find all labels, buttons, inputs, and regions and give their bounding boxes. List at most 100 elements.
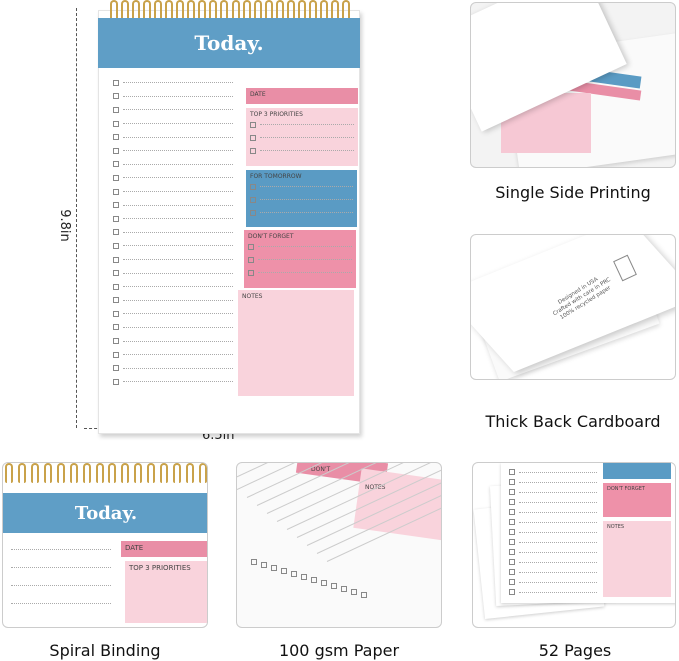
paper-line — [286, 463, 441, 530]
spiral-ring — [330, 0, 339, 20]
checklist-row — [509, 577, 597, 587]
checkbox[interactable] — [113, 256, 119, 263]
checkbox[interactable] — [113, 174, 119, 181]
write-line — [123, 150, 233, 152]
checklist-row — [509, 557, 597, 567]
checkbox — [291, 571, 297, 577]
checkbox[interactable] — [509, 489, 515, 495]
checkbox[interactable] — [250, 147, 256, 154]
checklist-row — [509, 537, 597, 547]
checkbox[interactable] — [113, 365, 119, 372]
checklist-row — [250, 180, 353, 193]
checkbox[interactable] — [113, 93, 119, 100]
spiral-ring — [56, 463, 65, 483]
checkbox[interactable] — [509, 469, 515, 475]
checklist-row — [113, 144, 233, 158]
checkbox[interactable] — [113, 338, 119, 345]
height-dimension — [76, 8, 77, 428]
checkbox[interactable] — [113, 134, 119, 141]
write-line — [123, 354, 233, 356]
checkbox[interactable] — [113, 378, 119, 385]
write-line — [123, 313, 233, 315]
spiral-binding — [110, 0, 350, 22]
checkbox[interactable] — [509, 589, 515, 595]
write-line — [260, 124, 354, 125]
checklist-row — [113, 226, 233, 240]
checkbox[interactable] — [113, 161, 119, 168]
checkbox[interactable] — [113, 79, 119, 86]
checkbox[interactable] — [250, 121, 256, 128]
checkbox[interactable] — [248, 269, 254, 276]
checklist-row — [113, 253, 233, 267]
checklist-row — [113, 76, 233, 90]
checkbox[interactable] — [113, 120, 119, 127]
write-line — [519, 591, 597, 593]
checkbox[interactable] — [509, 519, 515, 525]
checkbox — [251, 559, 257, 565]
checkbox[interactable] — [509, 569, 515, 575]
checkbox[interactable] — [113, 147, 119, 154]
checkbox[interactable] — [113, 324, 119, 331]
checkbox[interactable] — [509, 579, 515, 585]
checkbox[interactable] — [509, 549, 515, 555]
checkbox[interactable] — [509, 479, 515, 485]
checklist-row — [248, 253, 352, 266]
checkbox[interactable] — [509, 509, 515, 515]
write-line — [258, 259, 352, 260]
checklist-row — [113, 307, 233, 321]
paper-line — [316, 463, 441, 554]
checkbox[interactable] — [250, 183, 256, 190]
write-line — [123, 299, 233, 301]
checklist-row — [509, 567, 597, 577]
checkbox[interactable] — [113, 202, 119, 209]
checkbox[interactable] — [113, 270, 119, 277]
checkbox[interactable] — [113, 188, 119, 195]
checkbox[interactable] — [250, 209, 256, 216]
write-line — [519, 551, 597, 553]
spiral-ring — [69, 463, 78, 483]
thick-back-cardboard-image: Designed in USA Crafted with care in PRC… — [470, 234, 676, 380]
checklist-row — [250, 144, 354, 157]
checklist-row — [113, 198, 233, 212]
spiral-ring — [108, 463, 117, 483]
checkbox[interactable] — [113, 310, 119, 317]
checklist-row — [250, 193, 353, 206]
checkbox[interactable] — [509, 559, 515, 565]
spiral-ring — [198, 0, 207, 20]
checkbox — [271, 565, 277, 571]
spiral-ring — [308, 0, 317, 20]
spiral-ring — [297, 0, 306, 20]
spiral-binding-image: Today. DATE TOP 3 PRIORITIES — [2, 462, 208, 628]
priorities-section: TOP 3 PRIORITIES — [246, 108, 358, 166]
checkbox[interactable] — [113, 106, 119, 113]
checkbox[interactable] — [509, 499, 515, 505]
checkbox[interactable] — [250, 134, 256, 141]
checkbox[interactable] — [509, 529, 515, 535]
checkbox — [301, 574, 307, 580]
checkbox[interactable] — [113, 297, 119, 304]
checkbox — [351, 589, 357, 595]
checkbox[interactable] — [113, 215, 119, 222]
write-line — [123, 109, 233, 111]
checklist-row — [113, 90, 233, 104]
paper-weight-image: DON'T NOTES — [236, 462, 442, 628]
checklist-row — [113, 171, 233, 185]
checkbox[interactable] — [113, 351, 119, 358]
dont-forget-section: DON'T FORGET — [244, 230, 356, 288]
paper-weight-label: 100 gsm Paper — [278, 641, 400, 660]
checklist-row — [113, 334, 233, 348]
checklist-row — [113, 280, 233, 294]
checkbox[interactable] — [248, 243, 254, 250]
paper-line — [296, 463, 441, 538]
checkbox[interactable] — [113, 242, 119, 249]
checkbox[interactable] — [113, 229, 119, 236]
write-line — [123, 231, 233, 233]
checkbox[interactable] — [113, 283, 119, 290]
checkbox[interactable] — [509, 539, 515, 545]
spiral-ring — [121, 0, 130, 20]
checkbox[interactable] — [248, 256, 254, 263]
checkbox[interactable] — [250, 196, 256, 203]
checklist-row — [250, 206, 353, 219]
spiral-ring — [209, 0, 218, 20]
thick-back-cardboard-label: Thick Back Cardboard — [485, 412, 661, 431]
